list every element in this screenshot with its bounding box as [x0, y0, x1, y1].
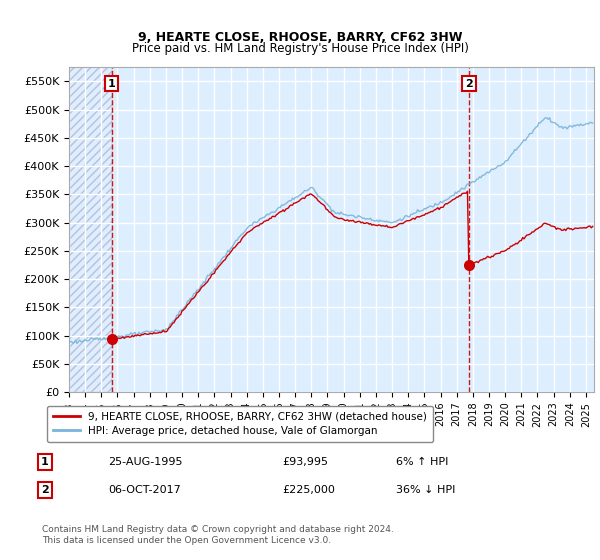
Text: 2: 2 [41, 485, 49, 495]
Text: 36% ↓ HPI: 36% ↓ HPI [396, 485, 455, 495]
Text: £93,995: £93,995 [282, 457, 328, 467]
Text: 9, HEARTE CLOSE, RHOOSE, BARRY, CF62 3HW: 9, HEARTE CLOSE, RHOOSE, BARRY, CF62 3HW [138, 31, 462, 44]
Text: Price paid vs. HM Land Registry's House Price Index (HPI): Price paid vs. HM Land Registry's House … [131, 42, 469, 55]
Legend: 9, HEARTE CLOSE, RHOOSE, BARRY, CF62 3HW (detached house), HPI: Average price, d: 9, HEARTE CLOSE, RHOOSE, BARRY, CF62 3HW… [47, 405, 433, 442]
Text: 25-AUG-1995: 25-AUG-1995 [108, 457, 182, 467]
Text: Contains HM Land Registry data © Crown copyright and database right 2024.
This d: Contains HM Land Registry data © Crown c… [42, 525, 394, 545]
Text: £225,000: £225,000 [282, 485, 335, 495]
Text: 6% ↑ HPI: 6% ↑ HPI [396, 457, 448, 467]
Text: 1: 1 [41, 457, 49, 467]
Text: 1: 1 [108, 78, 116, 88]
Text: 2: 2 [465, 78, 473, 88]
Text: 06-OCT-2017: 06-OCT-2017 [108, 485, 181, 495]
